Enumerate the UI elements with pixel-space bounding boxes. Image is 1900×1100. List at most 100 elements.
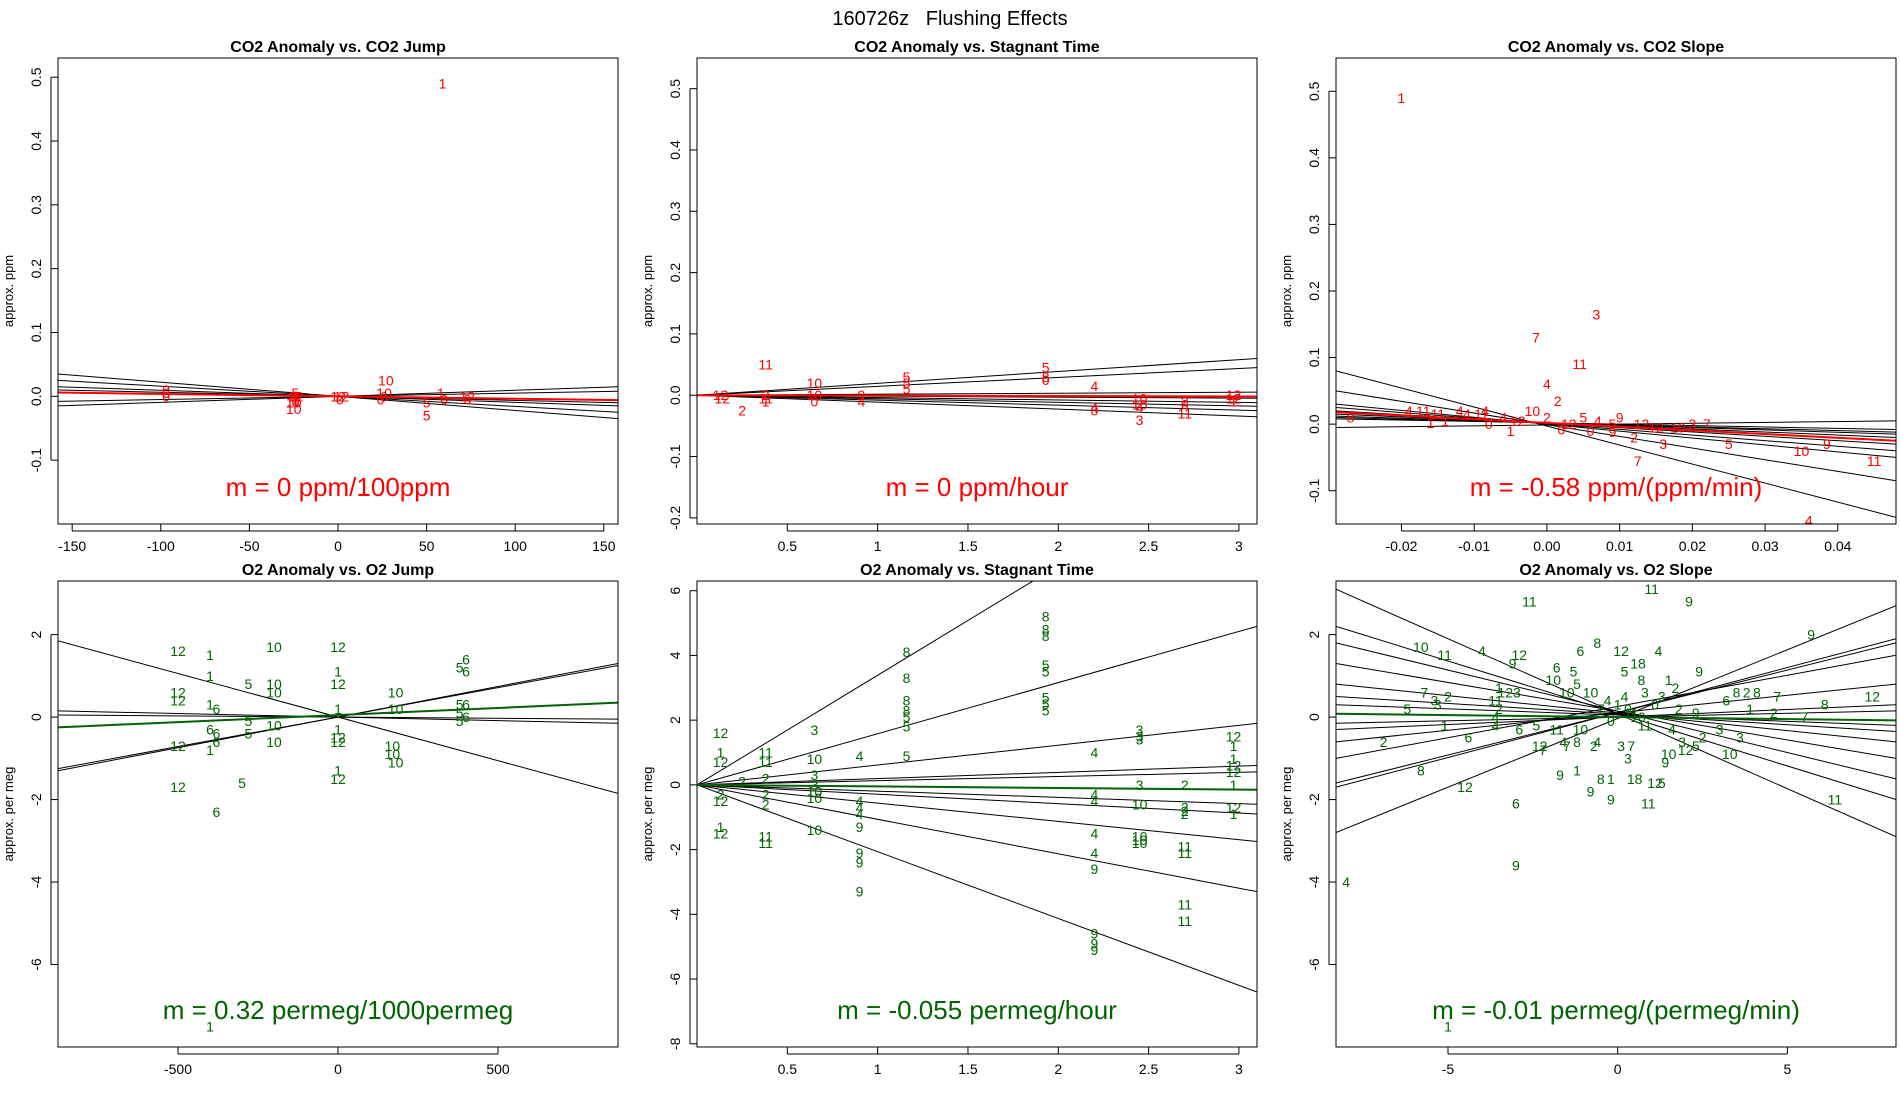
fit-line: [697, 394, 1257, 404]
data-point: 10: [1132, 796, 1148, 812]
y-axis-label: approx. ppm: [1, 255, 16, 327]
data-point: 6: [1515, 721, 1523, 737]
data-point: 6: [462, 709, 470, 725]
fit-line: [1336, 695, 1896, 733]
data-point: 5: [1621, 664, 1629, 680]
y-tick-label: 0: [1306, 713, 1322, 721]
data-point: 1: [439, 76, 447, 92]
data-point: 6: [213, 734, 221, 750]
data-point: 12: [330, 730, 346, 746]
data-point: 2: [1444, 688, 1452, 704]
data-point: 10: [266, 684, 282, 700]
fit-line: [697, 357, 1257, 396]
data-point: 9: [1091, 942, 1099, 958]
data-point: 8: [1638, 672, 1646, 688]
y-tick-label: 0.2: [28, 259, 44, 279]
data-point: 2: [1181, 777, 1189, 793]
x-tick-label: 2: [1054, 1061, 1062, 1077]
data-point: 4: [1091, 845, 1099, 861]
data-point: 10: [266, 639, 282, 655]
data-point: 4: [1499, 409, 1507, 425]
data-point: 1: [717, 745, 725, 761]
y-tick-label: 4: [667, 651, 683, 659]
data-point: 1: [762, 393, 770, 409]
slope-annotation: m = -0.58 ppm/(ppm/min): [1470, 472, 1763, 502]
data-point: 1: [1230, 738, 1238, 754]
x-tick-label: -150: [58, 538, 86, 554]
data-point: 3: [811, 777, 819, 793]
data-point: 12: [1226, 800, 1242, 816]
data-point: 1: [1607, 771, 1615, 787]
x-tick-label: 1.5: [958, 1061, 978, 1077]
data-point: 2: [1181, 393, 1189, 409]
y-tick-label: -4: [28, 876, 44, 889]
x-tick-label: 3: [1235, 1061, 1243, 1077]
data-point: 11: [1624, 705, 1639, 721]
data-point: 12: [1226, 387, 1242, 403]
fit-line: [697, 784, 1257, 893]
plot-frame: [57, 580, 619, 1048]
data-point: 11: [1644, 581, 1659, 597]
x-tick-label: -50: [239, 538, 259, 554]
x-tick-label: -5: [1442, 1061, 1455, 1077]
data-point: 1: [334, 701, 342, 717]
data-point: 9: [1556, 767, 1564, 783]
data-point: 12: [1226, 728, 1242, 744]
slope-annotation: m = 0.32 permeg/1000permeg: [163, 995, 514, 1025]
x-tick-label: 0.04: [1824, 538, 1851, 554]
data-point: 4: [1136, 400, 1144, 416]
data-point: 5: [1573, 676, 1581, 692]
data-point: 1: [1230, 393, 1238, 409]
data-point: 8: [1821, 697, 1829, 713]
data-point: 12: [170, 693, 186, 709]
data-point: 1: [1573, 763, 1581, 779]
x-tick-label: 500: [486, 1061, 510, 1077]
data-point: 12: [1648, 419, 1664, 435]
data-point: 9: [1692, 705, 1700, 721]
data-point: 8: [1042, 369, 1050, 385]
data-point: 5: [423, 395, 431, 411]
data-point: 9: [1587, 783, 1595, 799]
data-point: 0: [1624, 701, 1632, 717]
data-point: 5: [903, 381, 911, 397]
data-point: 11: [1638, 717, 1653, 733]
data-point: 6: [213, 804, 221, 820]
data-point: 7: [1800, 709, 1808, 725]
y-axis-label: approx. per meg: [640, 767, 655, 862]
data-point: 11: [1177, 406, 1192, 422]
data-point: 11: [758, 835, 773, 851]
data-point: 12: [1511, 647, 1527, 663]
data-point: 12: [713, 825, 729, 841]
slope-annotation: m = 0 ppm/hour: [886, 472, 1069, 502]
x-tick-label: 50: [419, 538, 435, 554]
fit-line: [697, 784, 1257, 843]
fit-line: [697, 722, 1257, 786]
data-point: 6: [213, 726, 221, 742]
data-point: 4: [1091, 378, 1099, 394]
data-point: 12: [1532, 738, 1548, 754]
data-point: 5: [903, 719, 911, 735]
data-point: 9: [1685, 594, 1693, 610]
data-point: 10: [388, 701, 404, 717]
data-point: 0: [1607, 713, 1615, 729]
data-point: 1: [1398, 90, 1406, 106]
data-point: 11: [758, 357, 773, 373]
data-point: 12: [1864, 688, 1880, 704]
data-point: 7: [1703, 416, 1711, 432]
data-point: 7: [1420, 684, 1428, 700]
data-point: 2: [1380, 734, 1388, 750]
fit-line: [697, 394, 1257, 407]
data-point: 1: [1495, 680, 1503, 696]
data-point: 4: [1668, 721, 1676, 737]
data-point: 9: [1512, 858, 1520, 874]
data-point: 3: [1736, 730, 1744, 746]
data-point: 6: [1553, 660, 1561, 676]
data-point: 6: [1512, 796, 1520, 812]
x-tick-label: 0.00: [1533, 538, 1560, 554]
fit-line: [697, 764, 1257, 786]
data-point: 5: [1042, 664, 1050, 680]
data-point: 18: [1630, 655, 1646, 671]
x-tick-label: 0.5: [778, 1061, 798, 1077]
data-point: 5: [245, 726, 253, 742]
